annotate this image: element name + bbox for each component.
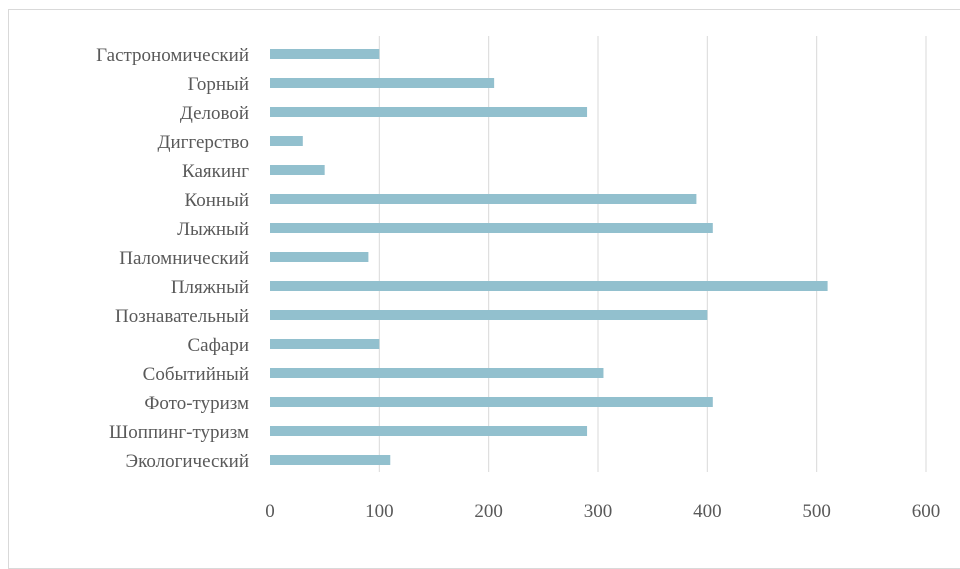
bar (270, 78, 495, 88)
x-tick-label: 100 (365, 501, 394, 522)
bar (270, 397, 713, 407)
category-label: Фото-туризм (144, 393, 249, 414)
category-label: Деловой (180, 103, 249, 124)
category-label: Каякинг (182, 161, 249, 182)
x-tick-label: 300 (584, 501, 613, 522)
category-label: Сафари (187, 335, 249, 356)
category-label: Паломнический (119, 248, 249, 269)
bar-chart: Гастрономический Горный Деловой Диггерство К… (96, 36, 940, 522)
category-label: Событийный (143, 364, 249, 385)
bar (270, 252, 369, 262)
bar (270, 339, 380, 349)
category-label: Познавательный (115, 306, 249, 327)
category-label: Горный (188, 74, 249, 95)
bar (270, 310, 708, 320)
x-tick-label: 0 (265, 501, 275, 522)
bars (270, 49, 828, 465)
bar (270, 455, 391, 465)
bar (270, 107, 588, 117)
bar (270, 49, 380, 59)
x-tick-label: 200 (474, 501, 503, 522)
x-tick-label: 600 (912, 501, 941, 522)
bar (270, 136, 303, 146)
category-label: Диггерство (158, 132, 249, 153)
category-label: Пляжный (171, 277, 249, 298)
bar (270, 223, 713, 233)
bar (270, 368, 604, 378)
bar (270, 165, 325, 175)
category-label: Шоппинг-туризм (109, 422, 249, 443)
bar (270, 194, 697, 204)
bar (270, 426, 588, 436)
category-label: Лыжный (177, 219, 249, 240)
x-tick-label: 400 (693, 501, 722, 522)
category-label: Экологический (126, 451, 249, 472)
category-labels: Гастрономический Горный Деловой Диггерство К… (96, 45, 249, 472)
x-axis-tick-labels: 0 100 200 300 400 500 600 (265, 501, 940, 522)
x-tick-label: 500 (802, 501, 831, 522)
category-label: Конный (185, 190, 250, 211)
bar (270, 281, 828, 291)
category-label: Гастрономический (96, 45, 249, 66)
